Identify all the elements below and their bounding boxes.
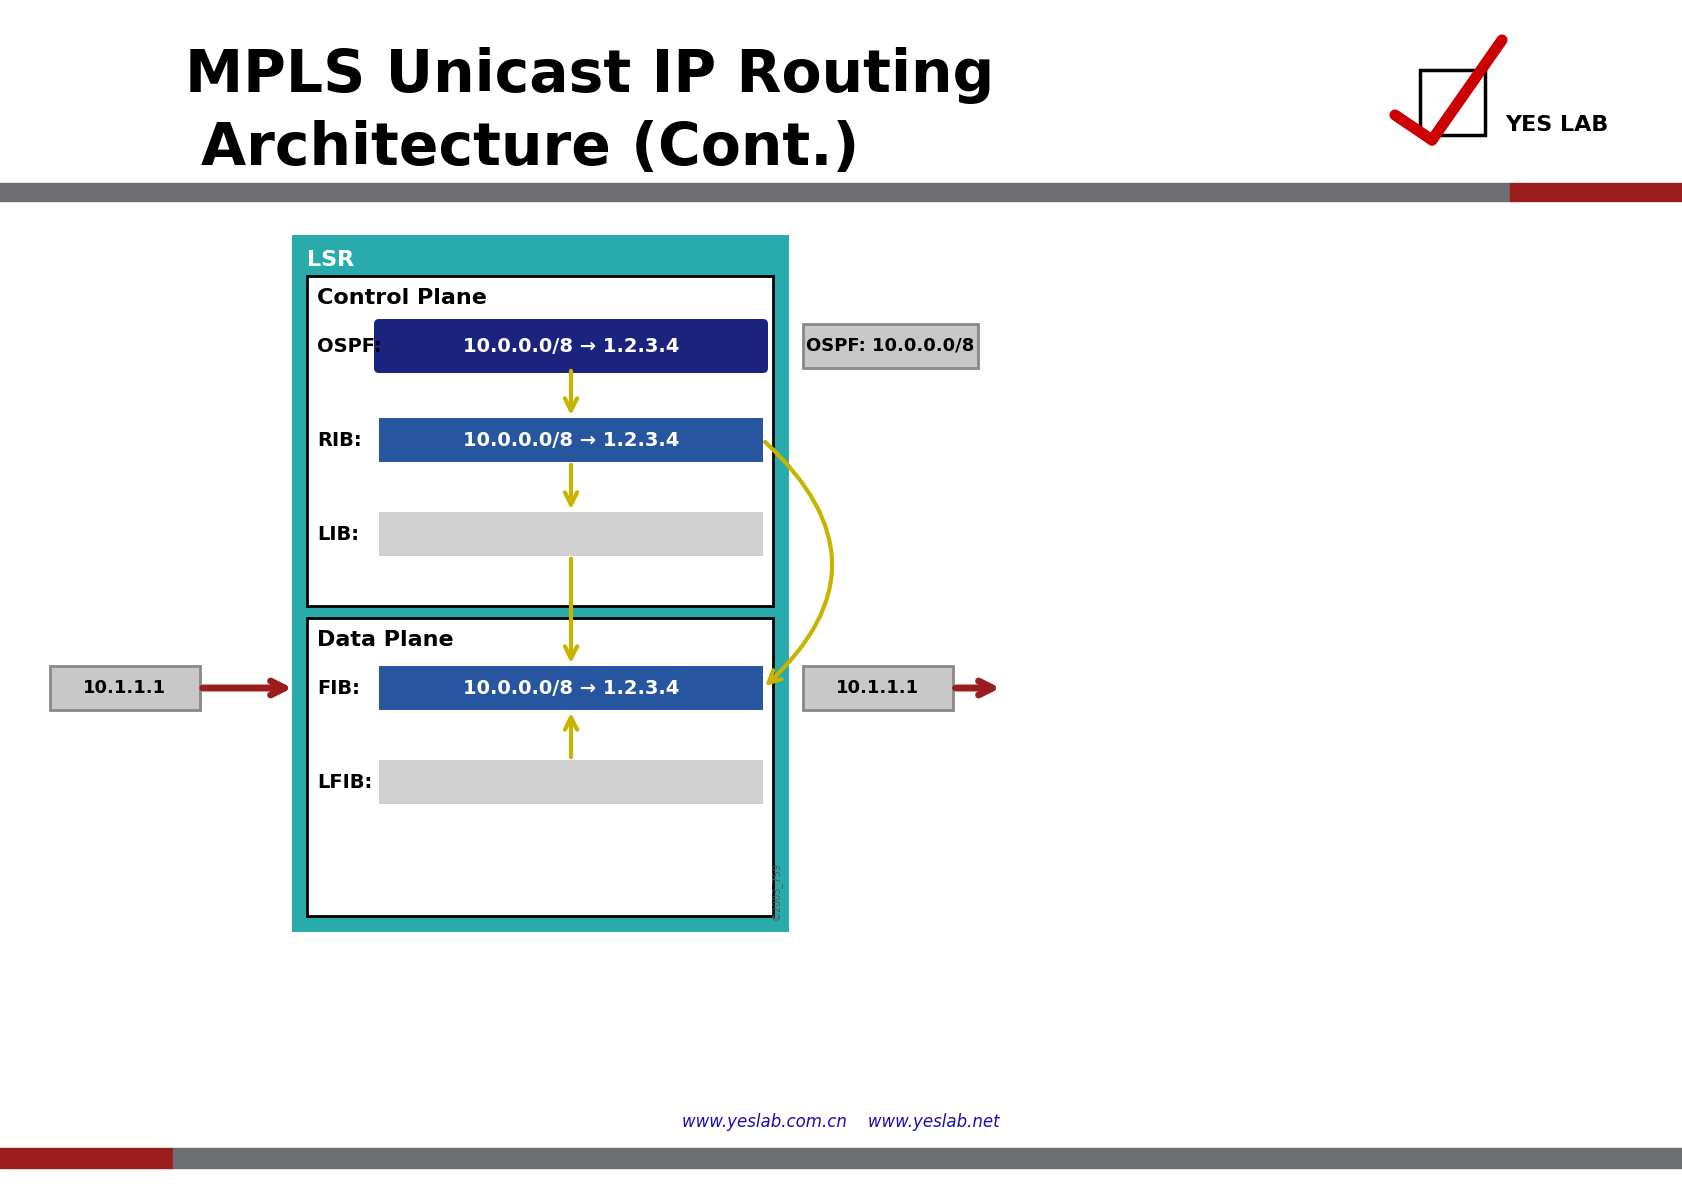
Text: 10.0.0.0/8 → 1.2.3.4: 10.0.0.0/8 → 1.2.3.4 bbox=[463, 431, 680, 450]
Text: MPLS Unicast IP Routing: MPLS Unicast IP Routing bbox=[185, 46, 994, 104]
FancyBboxPatch shape bbox=[306, 618, 772, 916]
Text: 10.1.1.1: 10.1.1.1 bbox=[84, 679, 167, 697]
Text: 10.1.1.1: 10.1.1.1 bbox=[836, 679, 918, 697]
FancyBboxPatch shape bbox=[802, 324, 977, 368]
Text: 10.0.0.0/8 → 1.2.3.4: 10.0.0.0/8 → 1.2.3.4 bbox=[463, 337, 680, 356]
Text: FIB:: FIB: bbox=[316, 678, 360, 697]
Text: ©2003_759: ©2003_759 bbox=[770, 862, 782, 920]
FancyBboxPatch shape bbox=[294, 238, 784, 928]
Text: Control Plane: Control Plane bbox=[316, 288, 486, 308]
Text: LIB:: LIB: bbox=[316, 525, 358, 544]
FancyBboxPatch shape bbox=[373, 319, 767, 372]
Text: YES LAB: YES LAB bbox=[1504, 115, 1608, 134]
FancyBboxPatch shape bbox=[306, 276, 772, 606]
FancyBboxPatch shape bbox=[378, 666, 762, 710]
Text: Architecture (Cont.): Architecture (Cont.) bbox=[200, 119, 858, 176]
FancyArrowPatch shape bbox=[765, 441, 831, 683]
FancyBboxPatch shape bbox=[1420, 70, 1484, 134]
FancyBboxPatch shape bbox=[378, 512, 762, 556]
FancyBboxPatch shape bbox=[378, 418, 762, 462]
FancyBboxPatch shape bbox=[802, 666, 952, 710]
FancyBboxPatch shape bbox=[378, 760, 762, 804]
Text: OSPF:: OSPF: bbox=[316, 337, 382, 356]
Text: www.yeslab.com.cn    www.yeslab.net: www.yeslab.com.cn www.yeslab.net bbox=[681, 1113, 999, 1130]
Bar bbox=[1509, 183, 1682, 201]
Text: Data Plane: Data Plane bbox=[316, 630, 454, 650]
Bar bbox=[0, 183, 1509, 201]
Text: LSR: LSR bbox=[306, 250, 353, 270]
Text: LFIB:: LFIB: bbox=[316, 772, 372, 791]
Text: 10.0.0.0/8 → 1.2.3.4: 10.0.0.0/8 → 1.2.3.4 bbox=[463, 678, 680, 697]
Text: RIB:: RIB: bbox=[316, 431, 362, 450]
Text: OSPF: 10.0.0.0/8: OSPF: 10.0.0.0/8 bbox=[806, 337, 974, 355]
FancyBboxPatch shape bbox=[50, 666, 200, 710]
Bar bbox=[173, 1148, 1682, 1169]
Bar bbox=[0, 1148, 173, 1169]
